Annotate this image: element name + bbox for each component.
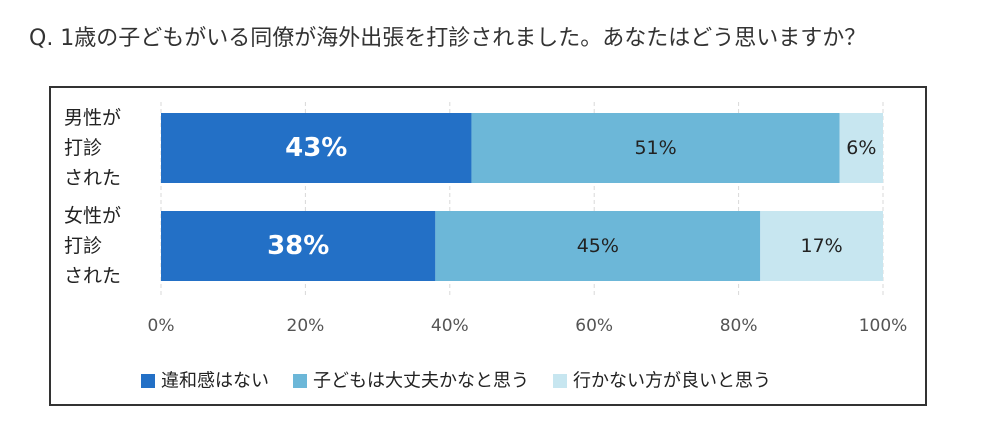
data-label: 38% [267, 231, 329, 261]
bar-segment [839, 113, 883, 183]
legend-swatch [293, 374, 307, 388]
x-tick-label: 80% [720, 316, 758, 336]
category-label: 打診 [64, 137, 102, 159]
bar-segment [471, 113, 840, 183]
x-tick-label: 100% [859, 316, 908, 336]
x-tick-label: 60% [575, 316, 613, 336]
category-label: 打診 [64, 235, 102, 257]
legend-label: 違和感はない [161, 371, 269, 392]
legend-label: 行かない方が良いと思う [573, 371, 771, 392]
bar-segment [435, 211, 761, 281]
category-label: 男性が [64, 107, 121, 129]
legend-swatch [141, 374, 155, 388]
legend-label: 子どもは大丈夫かなと思う [313, 371, 529, 392]
category-label: された [64, 265, 121, 287]
legend-swatch [553, 374, 567, 388]
data-label: 17% [801, 235, 843, 257]
data-label: 45% [577, 235, 619, 257]
bar-segment [161, 113, 472, 183]
x-tick-label: 20% [287, 316, 325, 336]
category-label: された [64, 167, 121, 189]
category-label: 女性が [64, 205, 121, 227]
x-tick-label: 40% [431, 316, 469, 336]
data-label: 43% [285, 133, 347, 163]
data-label: 6% [846, 137, 876, 159]
data-label: 51% [634, 137, 676, 159]
question-title: Q. 1歳の子どもがいる同僚が海外出張を打診されました。あなたはどう思いますか？ [29, 26, 867, 51]
bar-segment [760, 211, 883, 281]
bar-segment [161, 211, 436, 281]
x-tick-label: 0% [148, 316, 175, 336]
